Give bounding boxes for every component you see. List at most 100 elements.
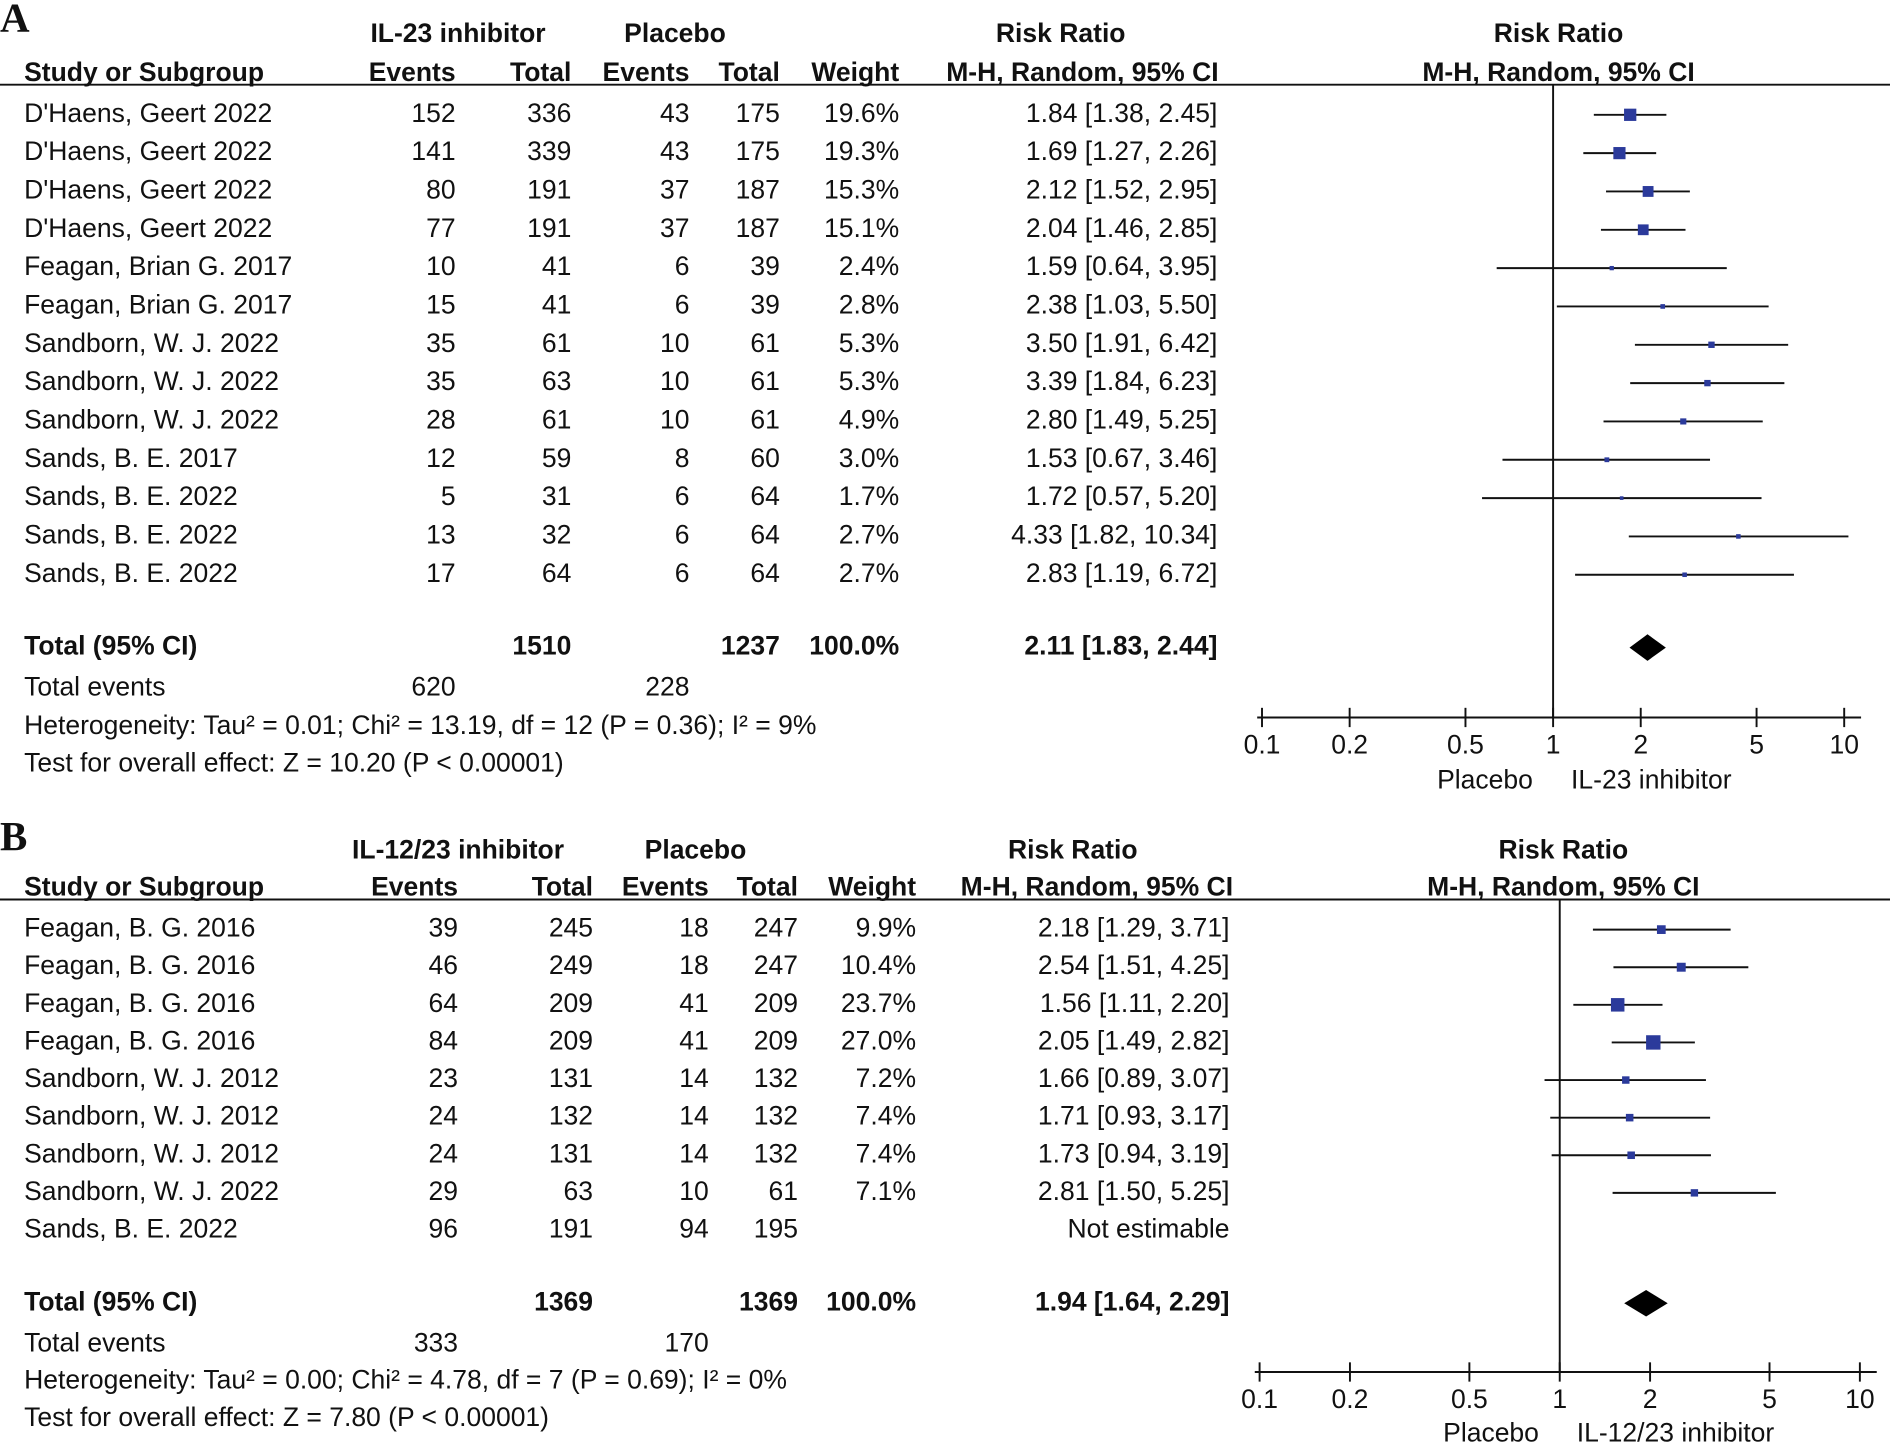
effect-square	[1604, 457, 1610, 463]
study-cell: 14	[679, 1063, 708, 1093]
column-header: Weight	[811, 57, 899, 87]
events-cell: Total events	[24, 672, 165, 702]
study-cell: 35	[426, 328, 455, 358]
study-cell: 132	[754, 1138, 798, 1168]
study-cell: 94	[679, 1213, 708, 1243]
study-cell: 132	[549, 1101, 593, 1131]
study-cell: 2.7%	[839, 519, 899, 549]
total-cell: 100.0%	[826, 1286, 916, 1316]
study-cell: 64	[542, 558, 571, 588]
study-cell: 2.04 [1.46, 2.85]	[1026, 213, 1218, 243]
study-cell: D'Haens, Geert 2022	[24, 136, 272, 166]
study-cell: 7.1%	[856, 1176, 916, 1206]
total-cell: 1.94 [1.64, 2.29]	[1035, 1286, 1229, 1316]
study-cell: 35	[426, 366, 455, 396]
study-cell: 10	[660, 404, 689, 434]
study-cell: 27.0%	[841, 1025, 916, 1055]
events-cell: 620	[411, 672, 455, 702]
effect-square	[1736, 534, 1741, 539]
x-axis-label: IL-12/23 inhibitor	[1577, 1418, 1775, 1447]
study-cell: 46	[429, 950, 458, 980]
study-cell: Feagan, B. G. 2016	[24, 1025, 255, 1055]
effect-square	[1708, 341, 1715, 348]
study-cell: Sandborn, W. J. 2022	[24, 1176, 279, 1206]
total-cell: 2.11 [1.83, 2.44]	[1024, 631, 1217, 661]
study-cell: 6	[675, 251, 690, 281]
study-cell: 61	[750, 328, 779, 358]
study-cell: 191	[549, 1213, 593, 1243]
total-cell: 1369	[739, 1286, 798, 1316]
x-tick-label: 0.2	[1331, 729, 1368, 759]
study-cell: 175	[736, 98, 780, 128]
study-cell: 64	[429, 988, 458, 1018]
study-cell: 132	[754, 1101, 798, 1131]
overall-effect: Test for overall effect: Z = 10.20 (P < …	[24, 747, 564, 777]
study-cell: Sands, B. E. 2022	[24, 519, 238, 549]
study-cell: Feagan, B. G. 2016	[24, 950, 255, 980]
pooled-diamond	[1629, 634, 1666, 661]
study-cell: 339	[527, 136, 571, 166]
study-cell: 2.8%	[839, 289, 899, 319]
study-cell: 63	[542, 366, 571, 396]
study-cell: 15.1%	[824, 213, 899, 243]
effect-square	[1704, 379, 1711, 387]
x-axis-label: IL-23 inhibitor	[1571, 764, 1732, 794]
x-tick-label: 1	[1552, 1384, 1567, 1414]
panel-label: A	[0, 0, 30, 40]
study-cell: 19.3%	[824, 136, 899, 166]
column-header: Study or Subgroup	[24, 872, 264, 902]
study-cell: 7.2%	[856, 1063, 916, 1093]
study-cell: Sands, B. E. 2022	[24, 1213, 238, 1243]
effect-square	[1680, 418, 1687, 425]
study-cell: Sandborn, W. J. 2012	[24, 1138, 279, 1168]
study-cell: 3.39 [1.84, 6.23]	[1026, 366, 1218, 396]
study-cell: 1.56 [1.11, 2.20]	[1040, 988, 1230, 1018]
study-cell: 63	[564, 1176, 593, 1206]
x-tick-label: 10	[1845, 1384, 1874, 1414]
effect-square	[1610, 998, 1625, 1012]
study-cell: 14	[679, 1101, 708, 1131]
study-cell: 1.84 [1.38, 2.45]	[1026, 98, 1218, 128]
study-cell: 4.9%	[839, 404, 899, 434]
study-cell: 80	[426, 174, 455, 204]
study-cell: 14	[679, 1138, 708, 1168]
x-tick-label: 5	[1749, 729, 1764, 759]
study-cell: 13	[426, 519, 455, 549]
study-cell: 61	[542, 404, 571, 434]
study-cell: 6	[675, 289, 690, 319]
effect-square	[1646, 1035, 1661, 1050]
study-cell: 43	[660, 98, 689, 128]
study-cell: 24	[429, 1101, 458, 1131]
study-cell: 32	[542, 519, 571, 549]
study-cell: 141	[411, 136, 455, 166]
effect-square	[1682, 572, 1687, 578]
x-tick-label: 10	[1829, 729, 1858, 759]
study-cell: 23.7%	[841, 988, 916, 1018]
study-cell: 10	[660, 328, 689, 358]
study-cell: 60	[750, 443, 779, 473]
study-cell: 15	[426, 289, 455, 319]
study-cell: 8	[675, 443, 690, 473]
study-cell: 247	[754, 913, 798, 943]
study-cell: 6	[675, 519, 690, 549]
effect-square	[1656, 925, 1666, 934]
column-header: Total	[719, 57, 780, 87]
group-header: IL-23 inhibitor	[370, 18, 545, 48]
study-cell: 1.72 [0.57, 5.20]	[1026, 481, 1218, 511]
x-tick-label: 5	[1762, 1384, 1777, 1414]
study-cell: Feagan, Brian G. 2017	[24, 289, 292, 319]
study-cell: 64	[750, 481, 779, 511]
study-cell: 1.53 [0.67, 3.46]	[1026, 443, 1218, 473]
study-cell: 175	[736, 136, 780, 166]
study-cell: 41	[542, 251, 571, 281]
column-header: Study or Subgroup	[24, 57, 264, 87]
study-cell: 61	[768, 1176, 797, 1206]
events-cell: 170	[665, 1327, 709, 1357]
column-header: Total	[532, 872, 593, 902]
study-cell: 12	[426, 443, 455, 473]
study-cell: 61	[542, 328, 571, 358]
study-cell: 24	[429, 1138, 458, 1168]
study-cell: 1.59 [0.64, 3.95]	[1026, 251, 1218, 281]
pooled-diamond	[1624, 1290, 1668, 1317]
